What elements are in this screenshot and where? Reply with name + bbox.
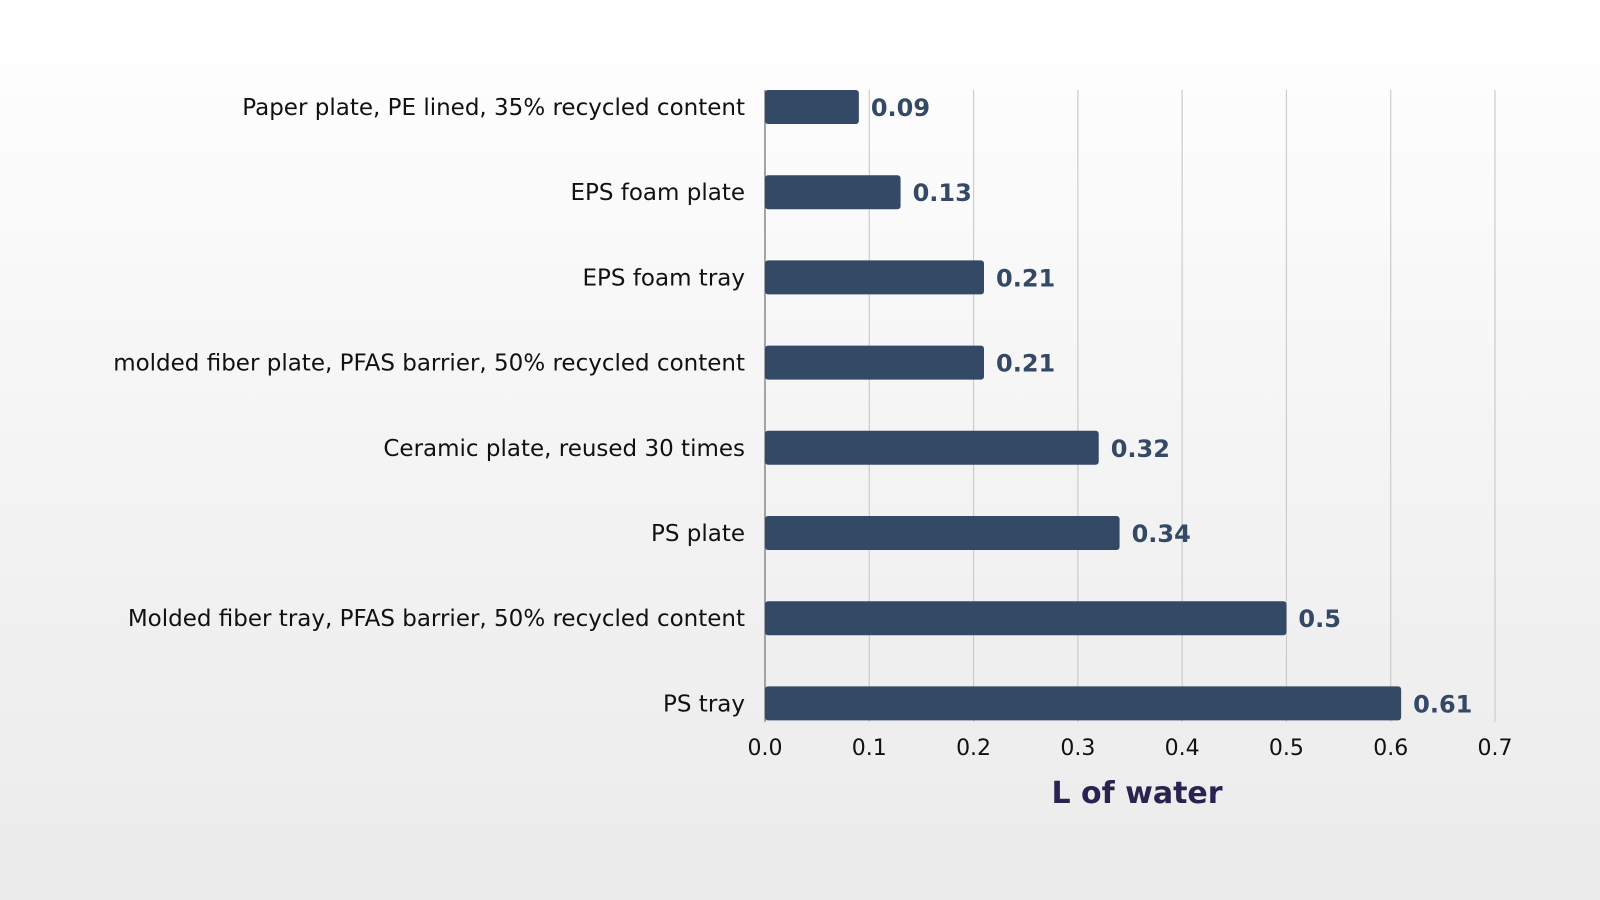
category-label: PS plate bbox=[651, 521, 745, 547]
x-axis-title: L of water bbox=[1051, 776, 1222, 811]
category-label: EPS foam plate bbox=[570, 180, 745, 206]
category-label: EPS foam tray bbox=[583, 265, 745, 291]
x-axis-ticks: 0.0 0.1 0.2 0.3 0.4 0.5 0.6 0.7 bbox=[748, 736, 1513, 761]
data-label: 0.21 bbox=[996, 350, 1055, 378]
category-label: molded fiber plate, PFAS barrier, 50% re… bbox=[113, 351, 745, 377]
bars: Paper plate, PE lined, 35% recycled cont… bbox=[113, 90, 1472, 721]
category-label: Paper plate, PE lined, 35% recycled cont… bbox=[242, 95, 745, 121]
x-tick-label: 0.5 bbox=[1269, 736, 1304, 761]
x-tick-label: 0.1 bbox=[852, 736, 887, 761]
data-label: 0.13 bbox=[913, 179, 972, 207]
data-label: 0.5 bbox=[1298, 605, 1341, 633]
data-label: 0.32 bbox=[1111, 435, 1170, 463]
bar bbox=[765, 345, 984, 380]
bar bbox=[765, 90, 859, 124]
bar bbox=[765, 430, 1099, 465]
data-label: 0.09 bbox=[871, 94, 930, 122]
x-tick-label: 0.0 bbox=[748, 736, 783, 761]
bar bbox=[765, 601, 1287, 636]
data-label: 0.61 bbox=[1413, 690, 1472, 718]
data-label: 0.34 bbox=[1132, 520, 1191, 548]
grid-lines bbox=[868, 90, 1496, 722]
category-label: Molded fiber tray, PFAS barrier, 50% rec… bbox=[128, 606, 745, 632]
bar bbox=[765, 516, 1120, 550]
x-tick-label: 0.7 bbox=[1478, 736, 1513, 761]
data-label: 0.21 bbox=[996, 264, 1055, 292]
category-label: Ceramic plate, reused 30 times bbox=[383, 436, 745, 462]
x-tick-label: 0.6 bbox=[1373, 736, 1408, 761]
x-tick-label: 0.3 bbox=[1060, 736, 1095, 761]
category-label: PS tray bbox=[663, 691, 745, 717]
bar bbox=[765, 686, 1402, 721]
bar bbox=[765, 260, 984, 295]
bar bbox=[765, 175, 901, 210]
x-tick-label: 0.2 bbox=[956, 736, 991, 761]
x-tick-label: 0.4 bbox=[1165, 736, 1200, 761]
